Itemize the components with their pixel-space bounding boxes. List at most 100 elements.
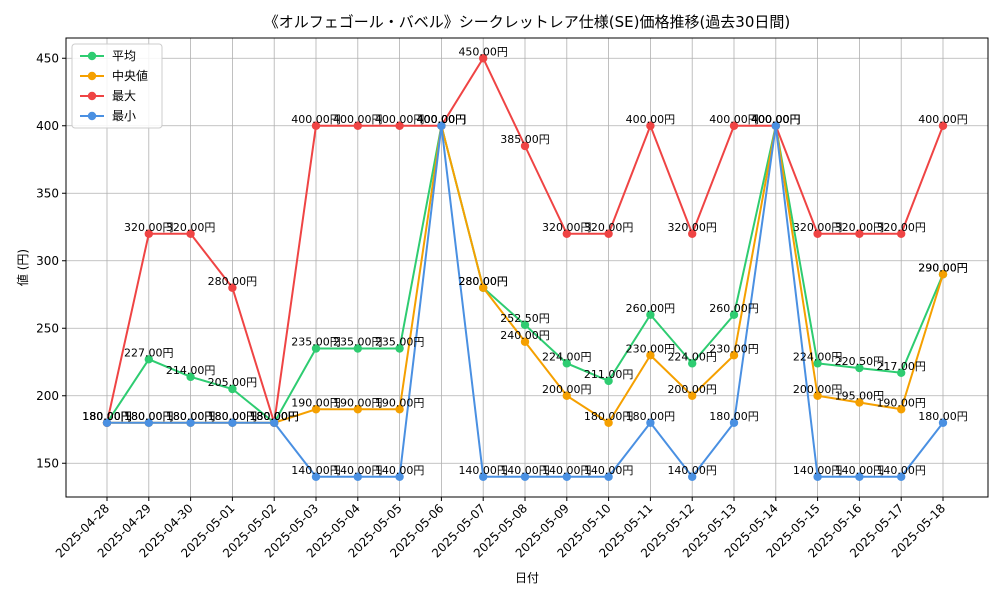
data-label: 280.00円 [208, 275, 258, 288]
data-label: 140.00円 [667, 464, 717, 477]
data-label: 290.00円 [918, 261, 968, 274]
data-label: 224.00円 [793, 350, 843, 363]
data-label: 140.00円 [793, 464, 843, 477]
data-label: 320.00円 [835, 221, 885, 234]
data-label: 224.00円 [667, 350, 717, 363]
data-label: 320.00円 [166, 221, 216, 234]
data-label: 260.00円 [709, 302, 759, 315]
data-point [897, 229, 906, 238]
data-point [311, 472, 321, 481]
data-label: 180.00円 [82, 410, 132, 423]
data-label: 140.00円 [835, 464, 885, 477]
legend-label: 平均 [112, 49, 136, 63]
legend-marker [87, 71, 97, 81]
data-point [186, 229, 195, 238]
legend-marker [87, 91, 97, 101]
data-point [520, 337, 530, 346]
data-label: 400.00円 [751, 113, 801, 126]
data-point [855, 363, 864, 373]
x-axis-label: 日付 [515, 571, 539, 585]
data-label: 400.00円 [333, 113, 383, 126]
y-tick-label: 400 [36, 119, 59, 133]
data-point [938, 418, 948, 427]
data-point [437, 121, 446, 130]
data-label: 214.00円 [166, 364, 216, 377]
data-label: 400.00円 [375, 113, 425, 126]
legend-marker [87, 111, 97, 121]
data-point [813, 229, 822, 238]
data-point [646, 310, 655, 319]
data-point [938, 270, 948, 279]
data-point [395, 405, 404, 414]
data-label: 230.00円 [709, 342, 759, 355]
data-point [646, 351, 655, 360]
data-point [688, 472, 697, 481]
data-label: 180.00円 [124, 410, 174, 423]
data-label: 180.00円 [124, 410, 174, 423]
series-3 [102, 121, 948, 481]
data-label: 235.00円 [291, 336, 341, 349]
data-label: 400.00円 [709, 113, 759, 126]
data-point [562, 359, 571, 368]
data-label: 252.50円 [500, 312, 550, 325]
data-label: 180.00円 [626, 410, 676, 423]
data-label: 290.00円 [918, 261, 968, 274]
data-label: 400.00円 [417, 113, 467, 126]
data-point [228, 418, 237, 427]
data-label: 180.00円 [82, 410, 132, 423]
data-label: 140.00円 [584, 464, 634, 477]
data-point [604, 418, 613, 427]
data-point [855, 398, 864, 407]
data-point [938, 121, 948, 130]
data-point [646, 121, 655, 130]
series-2 [102, 54, 948, 427]
data-point [813, 359, 822, 368]
data-point [604, 472, 613, 481]
data-point [270, 418, 279, 427]
data-label: 190.00円 [375, 396, 425, 409]
data-point [144, 229, 153, 238]
data-label: 400.00円 [751, 113, 801, 126]
series-0 [102, 121, 948, 427]
data-label: 140.00円 [876, 464, 926, 477]
legend-label: 中央値 [112, 68, 148, 83]
y-tick-label: 250 [36, 321, 59, 335]
data-point [813, 472, 822, 481]
data-point [855, 472, 864, 481]
data-label: 400.00円 [626, 113, 676, 126]
data-point [897, 472, 906, 481]
data-label: 180.00円 [918, 410, 968, 423]
data-label: 180.00円 [208, 410, 258, 423]
data-point [353, 472, 362, 481]
legend-label: 最小 [112, 109, 136, 123]
data-label: 320.00円 [124, 221, 174, 234]
data-label: 190.00円 [876, 396, 926, 409]
data-label: 240.00円 [500, 329, 550, 342]
grid-lines [66, 38, 988, 497]
legend-box [71, 43, 163, 129]
data-point [479, 283, 488, 292]
data-point [729, 351, 739, 360]
data-label: 140.00円 [500, 464, 550, 477]
data-label: 200.00円 [793, 383, 843, 396]
data-label: 227.00円 [124, 346, 174, 359]
data-point [479, 472, 488, 481]
data-label: 180.00円 [249, 410, 299, 423]
data-label: 400.00円 [918, 113, 968, 126]
data-point [688, 359, 697, 368]
x-axis-ticks: 2025-04-282025-04-292025-04-302025-05-01… [53, 497, 948, 560]
data-label: 180.00円 [166, 410, 216, 423]
data-label: 140.00円 [542, 464, 592, 477]
y-tick-label: 200 [36, 389, 59, 403]
data-point [228, 384, 237, 394]
data-point [729, 418, 739, 427]
data-point [144, 355, 153, 364]
data-label: 280.00円 [458, 275, 508, 288]
data-label: 400.00円 [751, 113, 801, 126]
data-label: 217.00円 [876, 360, 926, 373]
data-label: 211.00円 [584, 368, 634, 381]
data-label: 320.00円 [542, 221, 592, 234]
data-point [855, 229, 864, 238]
